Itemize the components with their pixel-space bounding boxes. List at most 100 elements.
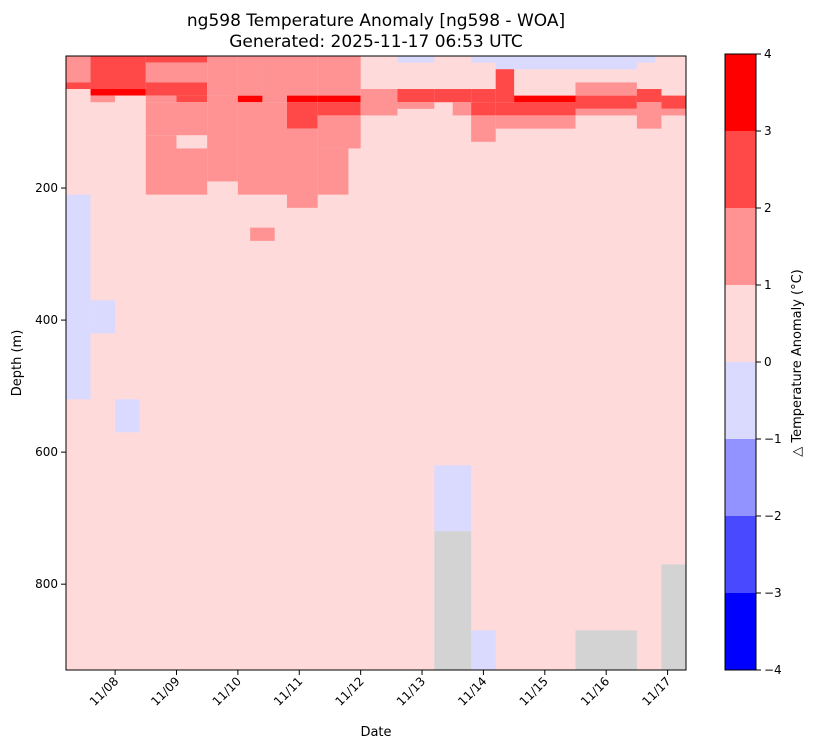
x-tick-label: 11/16 <box>578 674 612 708</box>
heatmap-cell <box>575 56 637 70</box>
heatmap-cell <box>514 56 576 63</box>
colorbar-segment <box>725 362 756 439</box>
heatmap-cell <box>661 95 686 109</box>
heatmap-cell <box>360 89 398 116</box>
heatmap-cell <box>317 148 349 195</box>
heatmap-cell <box>575 108 637 116</box>
x-axis-label: Date <box>360 725 391 740</box>
colorbar-tick-label: 4 <box>764 47 772 61</box>
colorbar-tick-label: 2 <box>764 201 772 215</box>
colorbar-segment <box>725 131 756 208</box>
heatmap-cell <box>471 630 496 670</box>
colorbar-segment <box>725 593 756 670</box>
colorbar-tick-label: 1 <box>764 278 772 292</box>
heatmap-cell <box>575 82 637 96</box>
heatmap-cell <box>176 148 208 195</box>
heatmap-cell <box>66 82 91 90</box>
heatmap-cell <box>286 102 318 129</box>
colorbar-label: △ Temperature Anomaly (°C) <box>790 269 805 456</box>
heatmap-missing-cell <box>661 564 686 670</box>
heatmap-cell <box>397 89 435 103</box>
heatmap-cell <box>434 89 472 103</box>
colorbar-tick-label: −3 <box>764 586 782 600</box>
colorbar-tick-label: 3 <box>764 124 772 138</box>
heatmap-cell <box>286 95 318 103</box>
x-tick-label: 11/10 <box>210 674 244 708</box>
y-tick-label: 800 <box>35 577 58 591</box>
heatmap-cell <box>145 102 208 136</box>
heatmap-cell <box>495 69 515 103</box>
colorbar-segment <box>725 439 756 516</box>
heatmap-cell <box>575 95 637 109</box>
x-tick-label: 11/14 <box>455 674 489 708</box>
heatmap-missing-cell <box>575 630 637 670</box>
y-axis-label: Depth (m) <box>10 330 25 397</box>
x-tick-label: 11/09 <box>148 674 182 708</box>
heatmap-missing-cell <box>434 531 472 670</box>
chart-title: ng598 Temperature Anomaly [ng598 - WOA] <box>187 11 565 31</box>
heatmap-cell <box>471 89 496 103</box>
heatmap-cell <box>286 56 318 96</box>
heatmap-cell <box>250 227 275 241</box>
plot-frame <box>65 55 687 671</box>
heatmap-cell <box>176 95 208 103</box>
y-tick-label: 600 <box>35 445 58 459</box>
x-tick-label: 11/17 <box>639 674 673 708</box>
heatmap-cell <box>434 465 472 532</box>
colorbar-segment <box>725 516 756 593</box>
heatmap-cell <box>66 194 91 400</box>
heatmap-cell <box>397 102 435 109</box>
heatmap-cell <box>495 102 576 116</box>
y-tick-label: 400 <box>35 313 58 327</box>
heatmap-cell <box>115 399 140 433</box>
heatmap-cell <box>115 95 146 109</box>
heatmap-cell <box>90 300 116 334</box>
heatmap-cell <box>66 56 91 83</box>
heatmap-cell <box>145 56 208 63</box>
chart-subtitle: Generated: 2025-11-17 06:53 UTC <box>229 32 523 52</box>
colorbar-segment <box>725 54 756 131</box>
heatmap-cell <box>661 108 686 116</box>
heatmap-cell <box>471 115 496 142</box>
heatmap-cell <box>471 102 496 116</box>
colorbar-tick-label: 0 <box>764 355 772 369</box>
heatmap-cell <box>90 56 146 90</box>
y-tick-label: 200 <box>35 181 58 195</box>
y-axis: 200 400 600 800 <box>35 181 66 591</box>
x-tick-label: 11/12 <box>332 674 366 708</box>
heatmap-cell <box>237 95 263 103</box>
heatmap-cell <box>514 95 576 103</box>
heatmap-cell <box>286 128 318 208</box>
heatmap-cell <box>145 82 208 96</box>
heatmap-cell <box>514 62 576 70</box>
heatmap-cell <box>495 115 576 129</box>
heatmap-cell <box>145 135 177 195</box>
heatmap-cell <box>237 56 263 96</box>
heatmap-cell <box>262 56 287 103</box>
heatmap-cell <box>207 95 238 182</box>
heatmap-cell <box>90 95 116 103</box>
heatmap-cells <box>66 56 686 670</box>
heatmap-cell <box>397 56 435 63</box>
heatmap-cell <box>636 56 656 63</box>
heatmap-cell <box>452 102 472 116</box>
heatmap-cell <box>317 115 361 149</box>
heatmap-cell <box>207 56 238 96</box>
x-axis: 11/08 11/09 11/10 11/11 11/12 11/13 11/14 11/15… <box>87 670 674 709</box>
x-tick-label: 11/15 <box>517 674 551 708</box>
colorbar: −4 −3 −2 −1 0 1 2 3 4 <box>724 47 782 677</box>
heatmap-cell <box>636 102 662 129</box>
heatmap-cell <box>471 56 496 63</box>
heatmap-cell <box>495 56 515 70</box>
colorbar-tick-label: −1 <box>764 432 782 446</box>
x-tick-label: 11/11 <box>271 674 305 708</box>
heatmap-cell <box>145 95 177 103</box>
colorbar-tick-label: −2 <box>764 509 782 523</box>
heatmap-cell <box>317 95 361 103</box>
heatmap-cell <box>317 102 361 116</box>
heatmap-cell <box>90 89 146 96</box>
heatmap-cell <box>317 56 361 96</box>
colorbar-tick-label: −4 <box>764 663 782 677</box>
heatmap-cell <box>145 62 208 83</box>
